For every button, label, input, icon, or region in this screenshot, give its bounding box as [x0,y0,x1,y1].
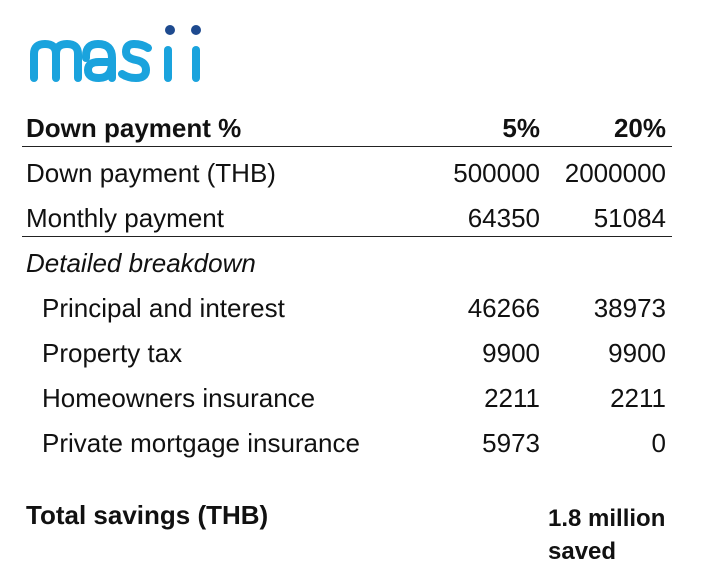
row-label: Monthly payment [26,203,224,233]
row-value-5pct: 500000 [453,158,540,188]
row-label: Property tax [42,338,183,368]
row-label: Principal and interest [42,293,285,323]
header-divider [22,146,672,147]
total-savings-value: 1.8 million saved [548,505,666,565]
row-value-20pct: 2000000 [564,158,666,188]
table-row: Property tax 9900 9900 [22,331,672,376]
masii-logo [28,18,228,88]
table-row: Down payment (THB) 500000 2000000 [22,151,672,196]
row-value-5pct: 64350 [467,203,540,233]
payment-comparison-table: Down payment % 5% 20% Down payment (THB)… [22,106,672,466]
row-value-5pct: 2211 [484,383,540,413]
row-value-5pct: 46266 [467,293,540,323]
header-col-5pct: 5% [502,113,540,143]
breakdown-heading-row: Detailed breakdown [22,241,672,286]
row-label: Down payment (THB) [26,158,276,188]
table-row: Private mortgage insurance 5973 0 [22,421,672,466]
row-label: Private mortgage insurance [42,428,360,458]
row-value-20pct: 0 [651,428,666,458]
section-divider [22,236,672,237]
row-value-20pct: 9900 [608,338,666,368]
masii-logo-graphic [30,25,201,83]
table-row: Monthly payment 64350 51084 [22,196,672,241]
row-value-20pct: 2211 [610,383,666,413]
table-header-row: Down payment % 5% 20% [22,106,672,151]
row-label: Homeowners insurance [42,383,316,413]
header-label: Down payment % [26,113,242,143]
table-row: Principal and interest 46266 38973 [22,286,672,331]
row-value-20pct: 38973 [593,293,666,323]
row-value-5pct: 5973 [482,428,540,458]
header-col-20pct: 20% [613,113,666,143]
table-row: Homeowners insurance 2211 2211 [22,376,672,421]
row-value-20pct: 51084 [593,203,666,233]
row-value-5pct: 9900 [482,338,540,368]
breakdown-heading: Detailed breakdown [26,248,256,278]
total-savings-label: Total savings (THB) [26,500,269,530]
